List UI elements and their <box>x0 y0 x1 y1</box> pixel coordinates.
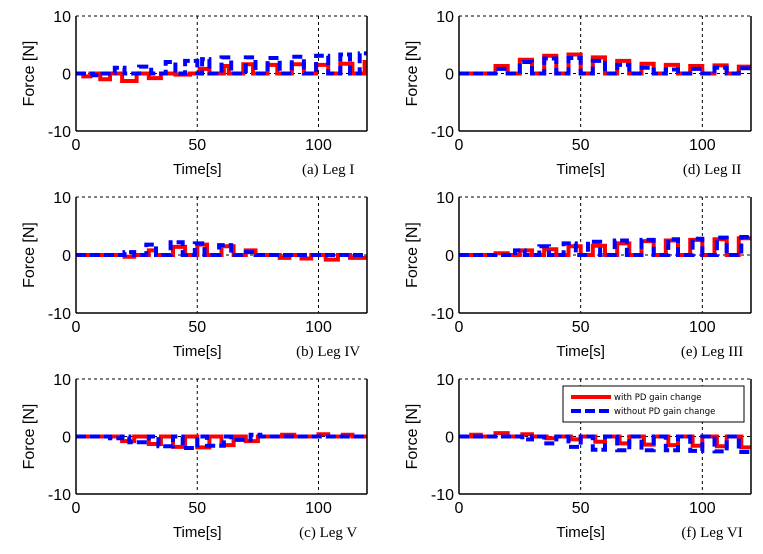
x-axis-label: Time[s] <box>173 524 222 541</box>
legend-label: with PD gain change <box>614 393 701 403</box>
series-with-pd-gain-change <box>459 236 751 257</box>
x-tick-label: 100 <box>689 500 716 517</box>
y-axis-label: Force [N] <box>404 41 421 107</box>
y-tick-label: 0 <box>445 248 454 265</box>
y-tick-label: 10 <box>53 9 71 26</box>
legend: with PD gain change without PD gain chang… <box>562 385 745 423</box>
x-tick-label: 100 <box>305 137 332 154</box>
series-without-pd-gain-change <box>459 56 751 76</box>
y-tick-label: -10 <box>48 487 71 504</box>
series-without-pd-gain-change <box>76 51 367 78</box>
x-axis-label: Time[s] <box>173 161 222 178</box>
y-tick-label: -10 <box>48 124 71 141</box>
y-tick-label: 0 <box>62 67 71 84</box>
x-tick-label: 0 <box>72 500 81 517</box>
y-tick-label: 10 <box>436 372 454 389</box>
y-tick-label: 10 <box>436 9 454 26</box>
panel-caption: (e) Leg III <box>681 344 743 360</box>
y-tick-label: -10 <box>48 306 71 323</box>
x-tick-label: 0 <box>455 500 464 517</box>
panel-caption: (c) Leg V <box>299 525 357 541</box>
series-with-pd-gain-change <box>76 432 367 450</box>
y-axis-label: Force [N] <box>21 41 38 107</box>
y-axis-label: Force [N] <box>21 404 38 470</box>
y-tick-label: -10 <box>431 487 454 504</box>
x-tick-label: 100 <box>305 319 332 336</box>
x-tick-label: 100 <box>689 137 716 154</box>
y-axis-label: Force [N] <box>404 404 421 470</box>
series-without-pd-gain-change <box>459 434 751 454</box>
x-tick-label: 50 <box>572 319 590 336</box>
x-tick-label: 0 <box>455 319 464 336</box>
x-tick-label: 100 <box>689 319 716 336</box>
x-tick-label: 100 <box>305 500 332 517</box>
panel-caption: (a) Leg I <box>302 162 354 178</box>
y-tick-label: -10 <box>431 124 454 141</box>
y-axis-label: Force [N] <box>404 222 421 288</box>
y-axis-label: Force [N] <box>21 222 38 288</box>
y-tick-label: 0 <box>62 248 71 265</box>
x-axis-label: Time[s] <box>556 524 605 541</box>
y-tick-label: 0 <box>445 430 454 447</box>
legend-label: without PD gain change <box>614 407 715 417</box>
x-tick-label: 50 <box>188 500 206 517</box>
panel-caption: (d) Leg II <box>683 162 741 178</box>
x-tick-label: 0 <box>72 137 81 154</box>
y-tick-label: 10 <box>53 372 71 389</box>
series-without-pd-gain-change <box>459 235 751 257</box>
y-tick-label: 10 <box>53 190 71 207</box>
x-tick-label: 50 <box>188 137 206 154</box>
series-without-pd-gain-change <box>76 432 367 450</box>
x-axis-label: Time[s] <box>556 343 605 360</box>
x-axis-label: Time[s] <box>556 161 605 178</box>
panel-caption: (b) Leg IV <box>296 344 360 360</box>
y-tick-label: -10 <box>431 306 454 323</box>
panel-caption: (f) Leg VI <box>681 525 742 541</box>
x-tick-label: 0 <box>455 137 464 154</box>
legend-box <box>562 385 745 423</box>
x-axis-label: Time[s] <box>173 343 222 360</box>
x-tick-label: 0 <box>72 319 81 336</box>
y-tick-label: 10 <box>436 190 454 207</box>
x-tick-label: 50 <box>572 500 590 517</box>
y-tick-label: 0 <box>445 67 454 84</box>
x-tick-label: 50 <box>572 137 590 154</box>
y-tick-label: 0 <box>62 430 71 447</box>
x-tick-label: 50 <box>188 319 206 336</box>
